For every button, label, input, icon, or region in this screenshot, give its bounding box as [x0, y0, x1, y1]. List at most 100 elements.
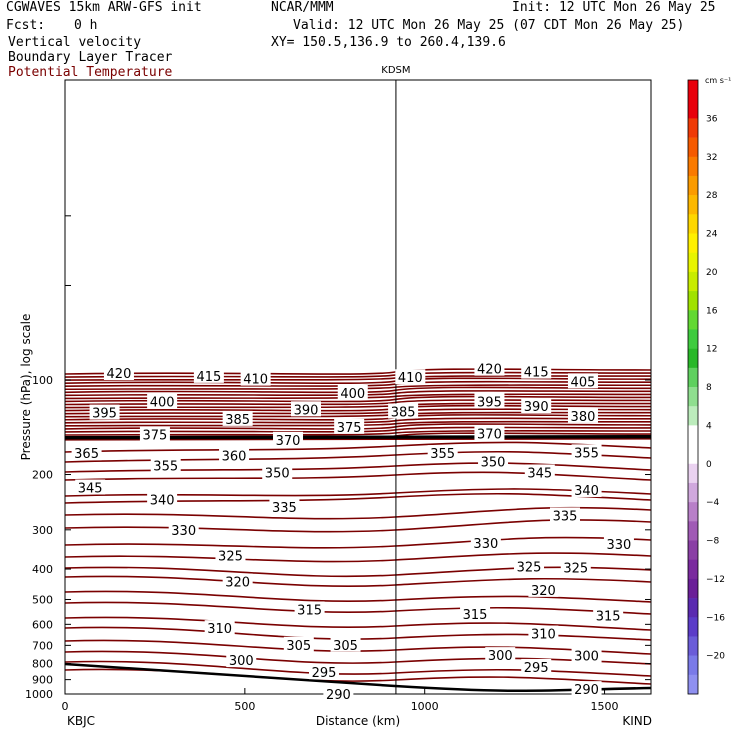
org-label: NCAR/MMM	[271, 0, 334, 15]
contour-label: 310	[207, 622, 232, 637]
contour-label-bg	[470, 534, 501, 550]
contour-label: 350	[481, 456, 506, 471]
contour-label-bg	[103, 365, 134, 381]
colorbar-swatch	[688, 348, 698, 369]
contour-label: 305	[286, 639, 311, 654]
contour-label-bg	[147, 393, 178, 409]
field-potential-temperature: Potential Temperature	[8, 65, 173, 80]
contour-label-bg	[139, 426, 170, 442]
contour-label-bg	[273, 431, 304, 447]
contour-label: 415	[196, 370, 221, 385]
colorbar-swatch	[688, 195, 698, 215]
contour-label: 370	[276, 434, 301, 449]
y-tick-label: 300	[32, 524, 53, 537]
colorbar-swatch	[688, 367, 698, 388]
contour-label-bg	[308, 664, 339, 680]
contour-label: 390	[524, 400, 549, 415]
contour-label: 345	[527, 466, 552, 481]
contour-label: 410	[398, 371, 423, 386]
contour-label: 405	[571, 375, 596, 390]
isentrope-line	[65, 380, 651, 387]
isentrope-line	[65, 395, 651, 403]
colorbar-swatch	[688, 463, 698, 484]
contour-label: 375	[143, 428, 168, 443]
contour-label-bg	[571, 481, 602, 497]
colorbar-frame	[687, 79, 699, 695]
right-station-label: KIND	[622, 714, 652, 728]
fcst-value: 0 h	[74, 18, 98, 33]
valid-time: Valid: 12 UTC Mon 26 May 25 (07 CDT Mon …	[293, 18, 685, 33]
contour-label: 320	[531, 584, 556, 599]
contour-label: 415	[524, 366, 549, 381]
colorbar-swatch	[688, 521, 698, 541]
contour-label-bg	[593, 607, 624, 623]
contour-label-bg	[71, 445, 102, 461]
colorbar-label: −8	[706, 537, 720, 547]
isentrope-line	[65, 552, 651, 563]
contour-label: 410	[243, 373, 268, 388]
y-tick-label: 700	[32, 639, 53, 652]
isentrope-line	[65, 420, 651, 427]
contour-label-bg	[571, 647, 602, 663]
contour-label: 295	[524, 661, 549, 676]
field-boundary-layer-tracer: Boundary Layer Tracer	[8, 50, 173, 65]
isentrope-line	[65, 566, 651, 578]
contour-label: 420	[477, 363, 502, 378]
contour-label: 395	[92, 407, 117, 422]
model-title: CGWAVES 15km ARW-GFS init	[6, 0, 202, 15]
y-tick-label: 200	[32, 469, 53, 482]
y-tick-label: 1000	[25, 688, 53, 701]
isentrope-line	[65, 430, 651, 436]
contour-label: 385	[225, 413, 250, 428]
contour-labels: 420 415 410 410 420 415 405 400 400 395 395 390 390 3…	[71, 360, 634, 703]
colorbar-label: 12	[706, 345, 717, 355]
contour-label-bg	[150, 457, 181, 473]
contour-label: 355	[153, 459, 178, 474]
colorbar-label: 16	[706, 306, 718, 316]
contour-label-bg	[147, 491, 178, 507]
colorbar-swatch	[688, 291, 698, 311]
y-tick-label: 600	[32, 618, 53, 631]
contour-label: 305	[333, 639, 358, 654]
colorbar-label: −20	[706, 652, 725, 662]
contour-label-bg	[337, 384, 368, 400]
isentrope-line	[65, 393, 651, 400]
contour-label-bg	[226, 652, 257, 668]
isentrope-line	[65, 601, 651, 615]
contour-label: 345	[78, 482, 103, 497]
colorbar-swatch	[688, 425, 698, 445]
contour-label: 330	[473, 537, 498, 552]
isentrope-line	[65, 590, 651, 603]
colorbar-swatch	[688, 674, 698, 695]
contour-label-bg	[560, 559, 591, 575]
colorbar-swatch	[688, 444, 698, 465]
contour-label: 310	[531, 628, 556, 643]
contour-label-bg	[222, 573, 253, 589]
colorbar-swatch	[688, 598, 698, 618]
colorbar-swatch	[688, 80, 698, 100]
contour-label-bg	[521, 397, 552, 413]
x-tick-label: 0	[62, 700, 69, 713]
colorbar-swatch	[688, 387, 698, 407]
contour-label: 325	[517, 561, 542, 576]
contour-label-bg	[528, 581, 559, 597]
contour-label-bg	[474, 425, 505, 441]
contour-label: 335	[272, 501, 297, 516]
contour-label: 385	[391, 406, 416, 421]
colorbar-swatch	[688, 636, 698, 656]
y-axis-label: Pressure (hPa), log scale	[19, 314, 33, 461]
contour-label-bg	[388, 403, 419, 419]
colorbar-label: 8	[706, 383, 712, 393]
contour-label-bg	[571, 444, 602, 460]
y-tick-label: 100	[32, 374, 53, 387]
contour-label-bg	[427, 445, 458, 461]
contour-label: 315	[596, 610, 621, 625]
colorbar-label: −16	[706, 613, 725, 623]
contour-label: 420	[107, 367, 132, 382]
isentrope-line	[65, 616, 651, 631]
isentrope-line	[65, 386, 651, 394]
contour-label: 360	[222, 450, 247, 465]
contour-label-bg	[514, 558, 545, 574]
contour-label: 290	[326, 688, 351, 703]
isentrope-line	[65, 660, 651, 677]
